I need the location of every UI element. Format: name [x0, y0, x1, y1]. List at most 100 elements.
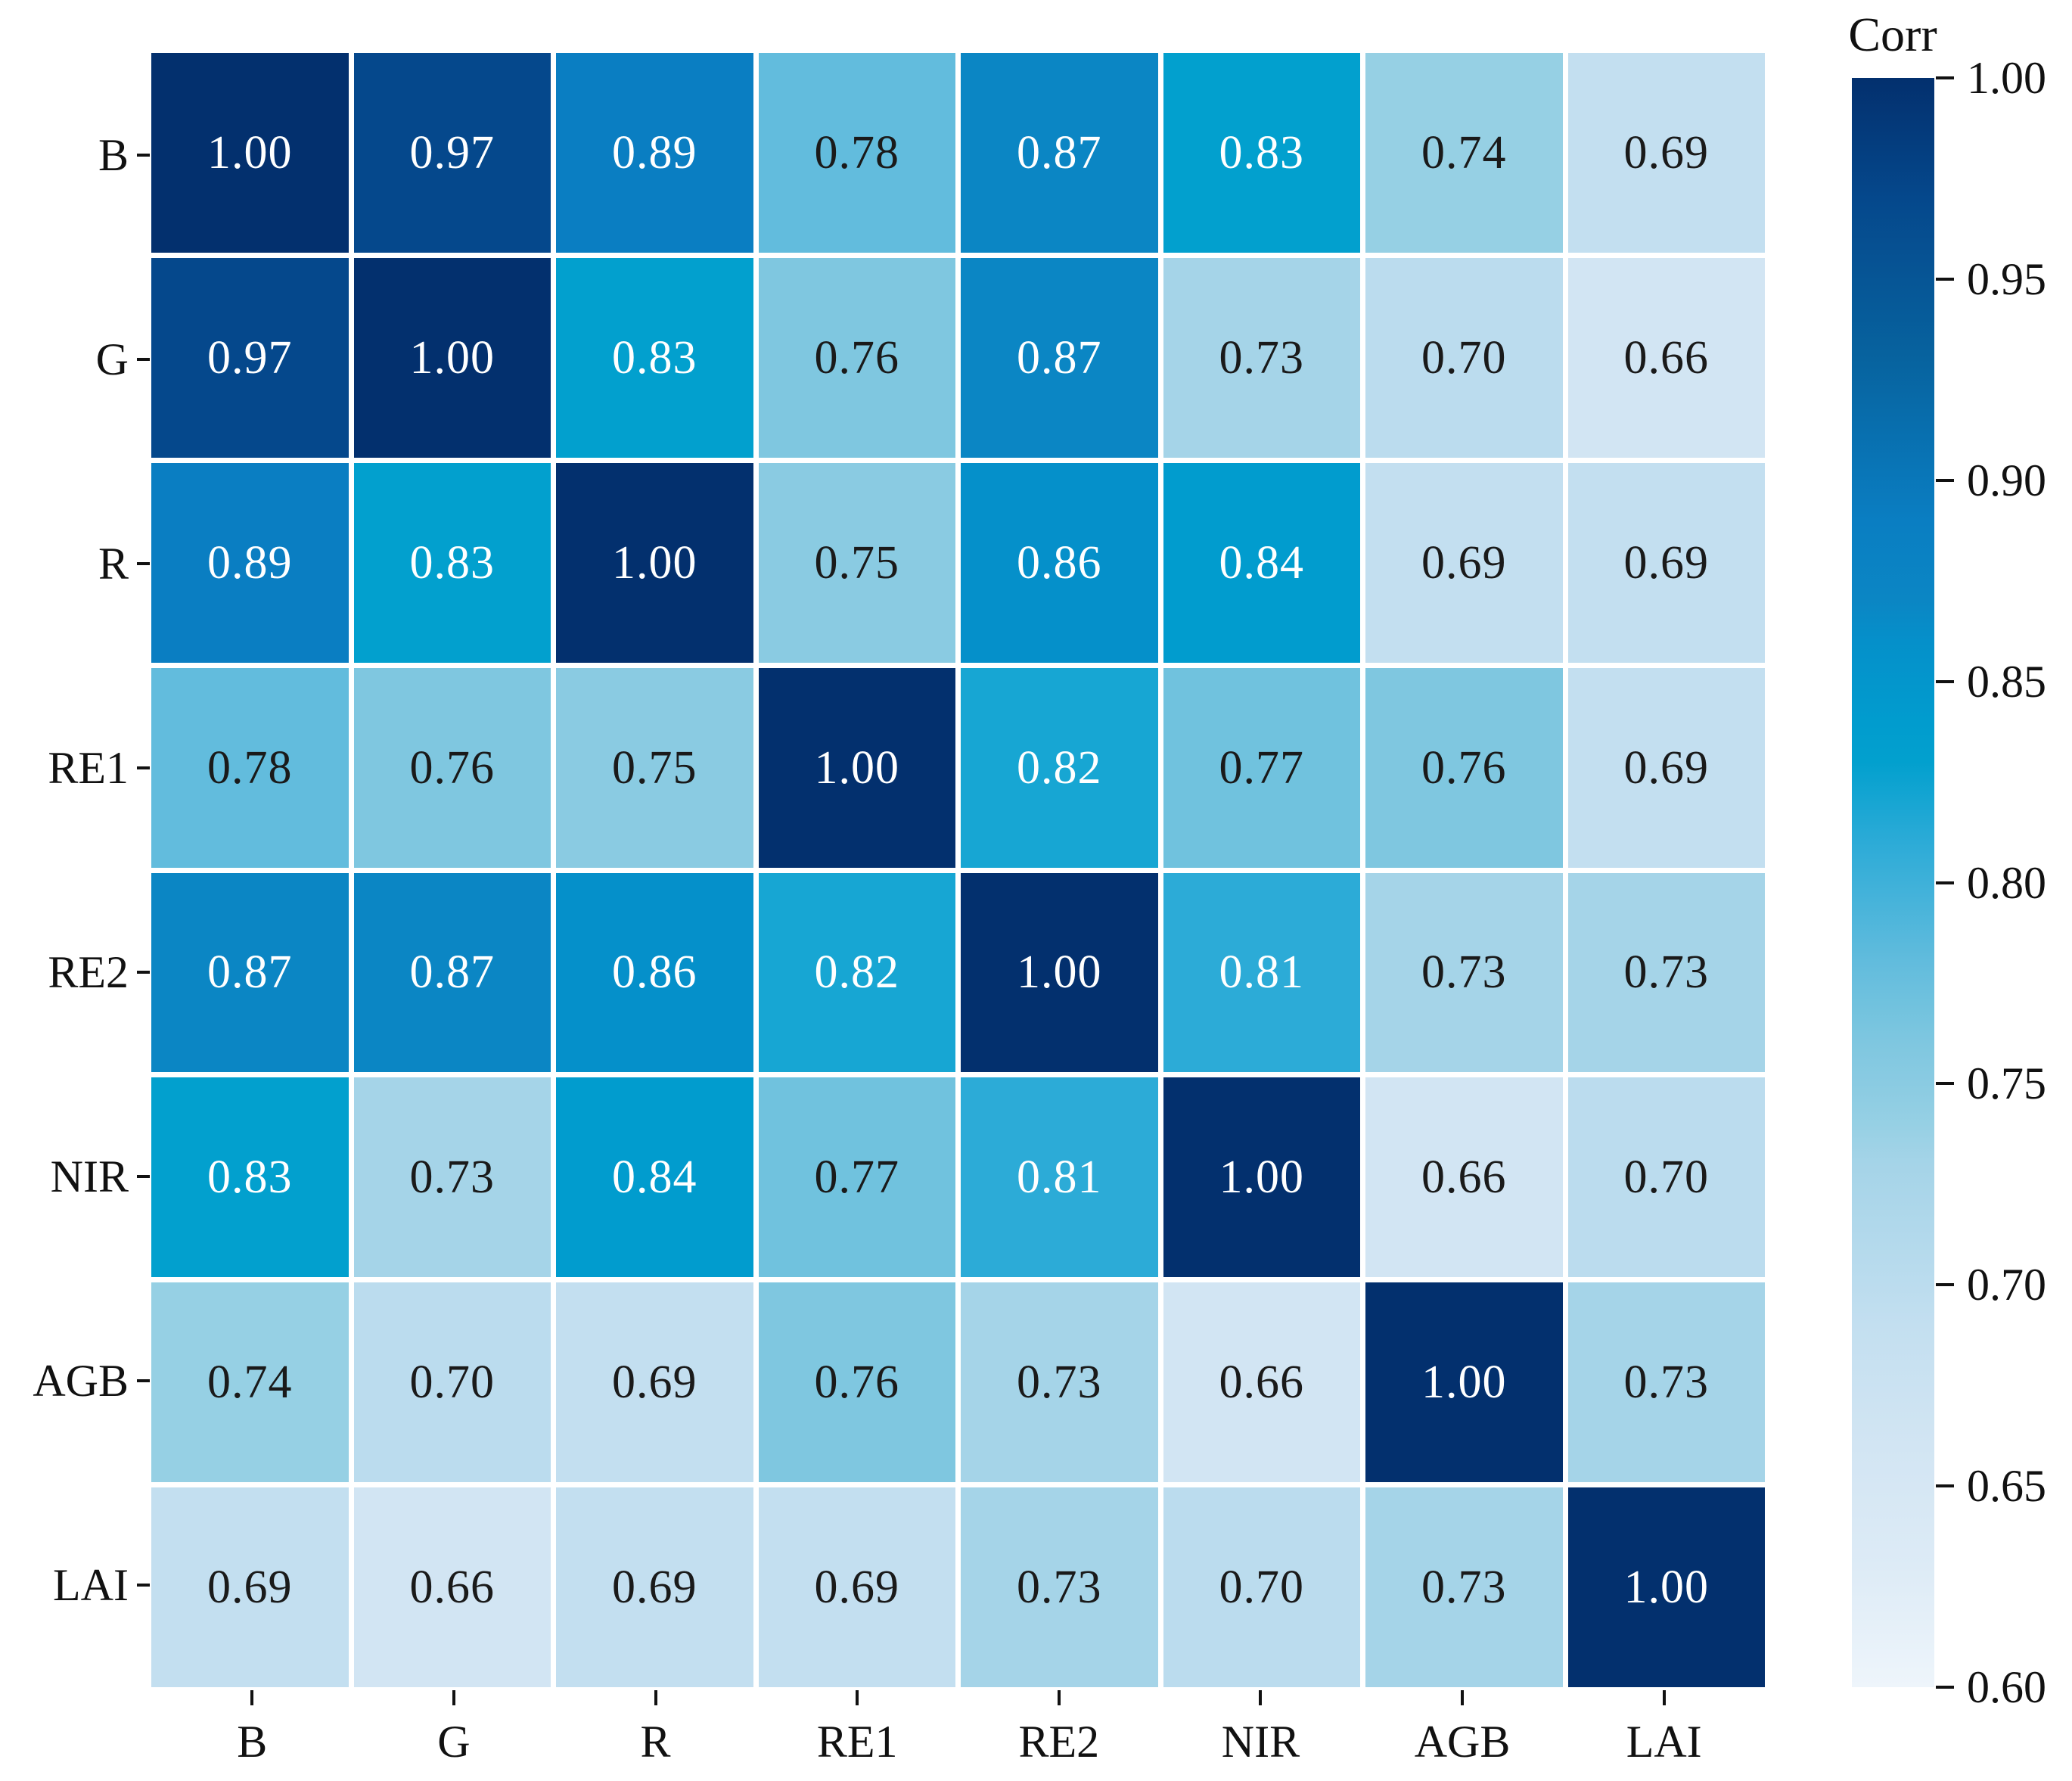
heatmap-cell: 0.81	[961, 1077, 1158, 1278]
colorbar-tick	[1936, 277, 1954, 281]
heatmap-cell: 0.70	[1567, 1077, 1765, 1278]
x-axis-tick	[1057, 1690, 1061, 1705]
x-axis-label: NIR	[1221, 1717, 1300, 1767]
heatmap-cell: 0.73	[1365, 872, 1563, 1073]
heatmap-cell: 0.87	[961, 257, 1158, 458]
colorbar-tick	[1936, 679, 1954, 683]
heatmap-cell: 0.83	[556, 257, 753, 458]
heatmap-cell: 1.00	[353, 257, 551, 458]
x-axis-tick	[250, 1690, 254, 1705]
x-axis-label: R	[640, 1717, 671, 1767]
heatmap-cell: 0.87	[961, 53, 1158, 253]
heatmap-cell: 0.69	[1567, 462, 1765, 663]
heatmap-cell: 0.66	[1163, 1282, 1360, 1483]
heatmap-cell: 0.74	[151, 1282, 349, 1483]
heatmap-cell: 0.84	[1163, 462, 1360, 663]
heatmap-cell: 1.00	[1365, 1282, 1563, 1483]
heatmap-cell: 0.66	[353, 1487, 551, 1687]
y-axis-tick	[137, 154, 150, 157]
y-axis-tick	[137, 1175, 150, 1178]
x-axis-tick	[1461, 1690, 1465, 1705]
heatmap-cell: 0.73	[961, 1282, 1158, 1483]
x-axis-tick	[654, 1690, 657, 1705]
heatmap-cell: 0.66	[1365, 1077, 1563, 1278]
heatmap-cell: 1.00	[556, 462, 753, 663]
heatmap-cell: 0.81	[1163, 872, 1360, 1073]
heatmap-cell: 0.75	[758, 462, 955, 663]
colorbar-tick	[1936, 1484, 1954, 1488]
heatmap-cell: 0.87	[151, 872, 349, 1073]
colorbar-tick	[1936, 76, 1954, 79]
y-axis-tick	[137, 1379, 150, 1382]
y-axis-tick	[137, 1584, 150, 1587]
x-axis-label: RE2	[1018, 1717, 1100, 1767]
y-axis-label: B	[98, 130, 129, 180]
y-axis-label: RE1	[48, 743, 129, 793]
y-axis-tick	[137, 971, 150, 974]
colorbar-title: Corr	[1848, 8, 1937, 61]
y-axis-label: RE2	[48, 947, 129, 997]
y-axis-tick	[137, 766, 150, 769]
heatmap-cell: 0.73	[1365, 1487, 1563, 1687]
x-axis-label: RE1	[816, 1717, 898, 1767]
y-axis-label: G	[95, 334, 129, 384]
heatmap-cell: 0.76	[353, 667, 551, 868]
heatmap-cell: 0.69	[556, 1282, 753, 1483]
x-axis-tick	[452, 1690, 455, 1705]
colorbar-tick	[1936, 1082, 1954, 1086]
heatmap-cell: 0.87	[353, 872, 551, 1073]
heatmap-cell: 0.74	[1365, 53, 1563, 253]
heatmap-cell: 0.78	[758, 53, 955, 253]
heatmap-cell: 1.00	[151, 53, 349, 253]
heatmap-cell: 0.86	[556, 872, 753, 1073]
x-axis-label: AGB	[1414, 1717, 1511, 1767]
heatmap-cell: 0.97	[353, 53, 551, 253]
heatmap-cell: 0.83	[151, 1077, 349, 1278]
heatmap-cell: 0.76	[758, 1282, 955, 1483]
colorbar-tick-label: 0.65	[1967, 1461, 2046, 1512]
heatmap-cell: 0.73	[1163, 257, 1360, 458]
colorbar-tick-label: 0.90	[1967, 455, 2046, 505]
heatmap-cell: 0.73	[1567, 1282, 1765, 1483]
y-axis-tick	[137, 358, 150, 361]
heatmap-cell: 0.73	[1567, 872, 1765, 1073]
heatmap-grid: 1.00 0.97 0.89 0.78 0.87 0.83 0.74 0.69 0.97 1.00…	[151, 53, 1765, 1687]
heatmap-cell: 0.69	[758, 1487, 955, 1687]
colorbar-tick-label: 0.60	[1967, 1662, 2046, 1712]
heatmap-cell: 0.69	[1365, 462, 1563, 663]
heatmap-cell: 0.73	[961, 1487, 1158, 1687]
heatmap-cell: 0.70	[1163, 1487, 1360, 1687]
heatmap-cell: 0.89	[151, 462, 349, 663]
heatmap-cell: 0.70	[353, 1282, 551, 1483]
heatmap-cell: 0.89	[556, 53, 753, 253]
heatmap-cell: 0.69	[151, 1487, 349, 1687]
x-axis-label: B	[237, 1717, 268, 1767]
y-axis-label: R	[98, 539, 129, 589]
heatmap-cell: 0.76	[758, 257, 955, 458]
heatmap-cell: 0.75	[556, 667, 753, 868]
heatmap-cell: 1.00	[961, 872, 1158, 1073]
heatmap-cell: 0.78	[151, 667, 349, 868]
heatmap-cell: 0.69	[1567, 667, 1765, 868]
colorbar-tick-label: 0.85	[1967, 656, 2046, 707]
heatmap-cell: 0.86	[961, 462, 1158, 663]
heatmap-cell: 0.70	[1365, 257, 1563, 458]
x-axis-tick	[1259, 1690, 1263, 1705]
heatmap-cell: 0.66	[1567, 257, 1765, 458]
x-axis-tick	[1662, 1690, 1666, 1705]
heatmap-cell: 0.77	[1163, 667, 1360, 868]
x-axis-tick	[856, 1690, 859, 1705]
x-axis-label: LAI	[1626, 1717, 1702, 1767]
colorbar-tick-label: 0.80	[1967, 857, 2046, 908]
colorbar-tick-label: 1.00	[1967, 53, 2046, 103]
y-axis-label: NIR	[50, 1152, 129, 1201]
heatmap-cell: 0.83	[1163, 53, 1360, 253]
colorbar-tick	[1936, 478, 1954, 482]
colorbar-tick-label: 0.70	[1967, 1260, 2046, 1310]
colorbar-tick	[1936, 1283, 1954, 1287]
heatmap-cell: 0.69	[556, 1487, 753, 1687]
heatmap-cell: 1.00	[1567, 1487, 1765, 1687]
heatmap-cell: 0.82	[961, 667, 1158, 868]
heatmap-cell: 1.00	[758, 667, 955, 868]
